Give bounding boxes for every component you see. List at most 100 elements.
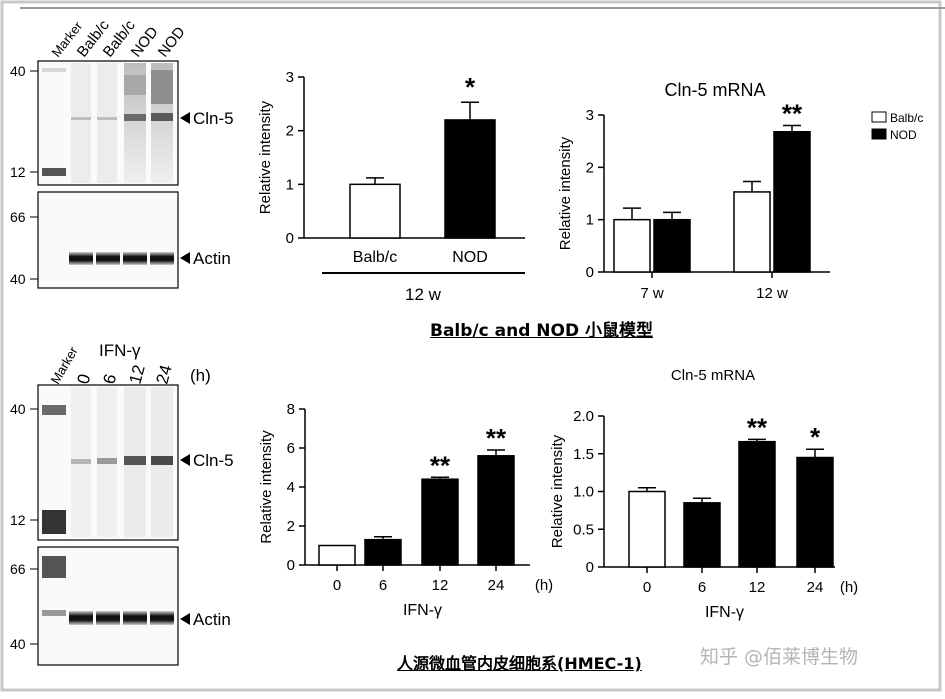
cln5-band [151,113,173,121]
lane-label: 6 [100,372,121,386]
legend-swatch [871,128,887,140]
y-tick-label: 4 [287,479,295,496]
x-tick-label: 6 [698,579,706,596]
mw-marker-label: 40 [10,271,26,287]
bar [349,183,401,239]
blot-panel-actin [37,191,179,289]
y-tick-label: 3 [286,69,294,86]
lane-smear [97,63,117,183]
blot-top-lane-labels: Marker Balb/c Balb/c NOD NOD [49,17,189,61]
y-tick-label: 0 [586,264,594,281]
actin-band [69,252,93,265]
bar [421,478,459,566]
western-blot-top: Marker Balb/c Balb/c NOD NOD 40 12 [10,17,234,289]
lane-smear [124,75,146,95]
marker-band [42,68,66,72]
bar [796,456,834,568]
arrowhead-icon [180,252,190,264]
mw-marker-label: 66 [10,209,26,225]
bar [653,218,691,273]
actin-band [150,252,174,265]
lane-label: NOD [155,24,189,61]
cln5-band [71,117,91,120]
bar [318,544,356,566]
x-tick-label: 12 [432,577,449,594]
band-label-cln5: Cln-5 [193,451,234,470]
bar [613,218,651,273]
x-tick-label: 24 [488,577,505,594]
treatment-label: IFN-γ [99,341,141,360]
x-tick-label: 6 [379,577,387,594]
bar [733,191,771,273]
band-label-actin: Actin [193,610,231,629]
bar [364,538,402,566]
mw-marker-label: 12 [10,164,26,180]
chart-protein-12w: 0 1 2 3 Relative intensity Balb/c NOD * 12 w [257,69,525,304]
chart-title: Cln-5 mRNA [664,80,765,100]
legend-swatch [871,111,887,123]
cln5-band [97,117,117,120]
y-tick-label: 3 [586,107,594,124]
bar [477,455,515,566]
mw-marker-label: 66 [10,561,26,577]
marker-band [42,610,66,616]
bar [773,130,811,273]
x-tick-label: 24 [807,579,824,596]
marker-band [42,556,66,578]
y-tick-label: 2 [287,518,295,535]
x-axis-label: IFN-γ [403,602,442,619]
band-label-cln5: Cln-5 [193,109,234,128]
watermark: 知乎 @佰莱博生物 [700,646,859,668]
mw-marker-label: 40 [10,401,26,417]
y-tick-label: 1.0 [573,484,594,501]
legend-label: Balb/c [890,111,923,125]
cln5-band [124,456,146,465]
lane-label: 0 [74,372,95,386]
y-tick-label: 1 [286,176,294,193]
chart-cln5-mrna-hmec: 0 0.5 1.0 1.5 2.0 Relative intensity Cln-5 mRN… [549,367,858,621]
actin-band [123,611,147,625]
caption-bottom: 人源微血管内皮细胞系(HMEC-1) [397,654,642,673]
significance-marker: ** [430,450,451,480]
legend-label: NOD [890,128,917,142]
actin-band [96,252,120,265]
significance-marker: * [465,72,476,102]
arrowhead-icon [180,454,190,466]
y-tick-label: 0 [586,559,594,576]
x-axis-label: 12 w [405,285,442,304]
y-tick-label: 1.5 [573,446,594,463]
y-axis-label: Relative intensity [258,430,275,544]
y-axis-label: Relative intensity [257,100,274,214]
time-unit-label: (h) [190,366,211,385]
x-axis-unit: (h) [535,577,553,594]
x-tick-label: 12 [749,579,766,596]
lane-label: 24 [153,363,176,386]
significance-marker: ** [486,423,507,453]
actin-band [150,611,174,625]
x-tick-label: 0 [643,579,651,596]
arrowhead-icon [180,613,190,625]
y-tick-label: 0.5 [573,521,594,538]
cln5-band [97,458,117,464]
mw-marker-label: 40 [10,636,26,652]
y-tick-label: 1 [586,212,594,229]
actin-band [96,611,120,625]
cln5-band [124,114,146,121]
chart-cln5-mrna-mouse: 0 1 2 3 Relative intensity Cln-5 mRNA 7 w 12 w *… [557,80,923,302]
x-tick-label: Balb/c [353,249,397,266]
y-tick-label: 2 [286,123,294,140]
marker-band [42,168,66,176]
lane-smear [71,63,91,183]
y-axis-label: Relative intensity [557,136,574,250]
marker-band [42,405,66,415]
y-tick-label: 8 [287,401,295,418]
x-tick-label: 0 [333,577,341,594]
y-axis-label: Relative intensity [549,434,566,548]
mw-marker-label: 40 [10,63,26,79]
x-axis-label: IFN-γ [705,604,744,621]
bar [683,502,721,568]
y-tick-label: 0 [286,230,294,247]
